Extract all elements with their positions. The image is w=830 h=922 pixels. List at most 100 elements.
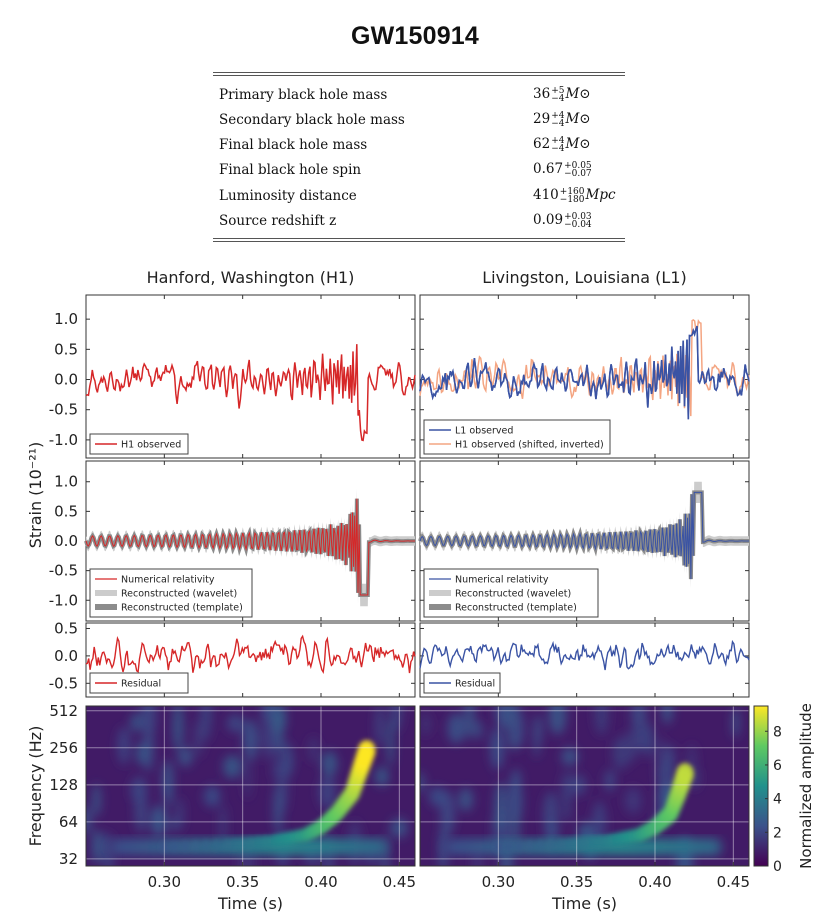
noise-blob: [458, 787, 474, 812]
legend-label: Reconstructed (wavelet): [121, 589, 237, 600]
noise-blob: [143, 725, 154, 772]
y-tick-label: 0.5: [54, 340, 78, 358]
table-top-rule: [213, 72, 625, 73]
x-tick-label: 0.40: [304, 873, 337, 891]
y-tick-label: 0.0: [54, 532, 78, 550]
frequency-axis-label: Frequency (Hz): [26, 726, 45, 847]
track-blob: [535, 839, 545, 851]
chirp-track: [160, 740, 376, 852]
page-title: GW150914: [350, 22, 480, 50]
legend: Numerical relativity Reconstructed (wavel…: [89, 568, 253, 618]
parameter-row: Source redshift z 0.09 +0.03 −0.04: [219, 210, 619, 234]
noise-blob: [223, 755, 242, 779]
legend-label: Numerical relativity: [121, 575, 215, 586]
track-blob: [222, 838, 232, 850]
spectrogram: [86, 706, 415, 866]
noise-blob: [533, 714, 540, 759]
track-blob: [504, 841, 513, 852]
panel-frame: [419, 705, 750, 867]
noise-blob: [642, 722, 655, 759]
noise-blob: [624, 787, 642, 814]
noise-blob: [261, 716, 277, 761]
parameters-table: Primary black hole mass 36 +5 −4 M⊙ Secondary…: [213, 72, 625, 247]
noise-blob: [561, 747, 579, 766]
track-blob: [594, 834, 606, 848]
colorbar-tick-label: 4: [773, 792, 782, 808]
gw-figure: Hanford, Washington (H1) Livingston, Loui…: [26, 268, 815, 913]
noise-blob: [271, 706, 287, 734]
parameter-row: Primary black hole mass 36 +5 −4 M⊙: [219, 84, 619, 108]
noise-blob: [490, 726, 505, 770]
noise-blob: [664, 744, 675, 773]
legend: Residual: [423, 672, 501, 694]
noise-blob: [511, 810, 520, 847]
track-blob: [579, 836, 590, 849]
legend-label: Reconstructed (wavelet): [455, 589, 571, 600]
y-tick-label: 0.0: [54, 371, 78, 389]
noise-blob: [162, 760, 174, 802]
colorbar-tick-label: 6: [773, 758, 782, 774]
noise-blob: [226, 714, 245, 733]
band-blob: [706, 837, 723, 856]
parameter-value: 62 +4 −4 M⊙: [533, 135, 591, 154]
track-blob: [571, 837, 582, 850]
legend-label: Reconstructed (template): [455, 603, 577, 614]
track-blob: [212, 839, 222, 851]
noise-blob: [86, 806, 92, 835]
noise-blob: [92, 783, 101, 817]
legend: Numerical relativity Reconstructed (wavel…: [423, 568, 599, 618]
noise-blob: [242, 719, 259, 762]
parameter-label: Secondary black hole mass: [219, 112, 405, 128]
parameter-value: 0.67 +0.05 −0.07: [533, 160, 592, 179]
legend-label: Residual: [121, 679, 161, 690]
x-tick-label: 0.35: [560, 873, 593, 891]
noise-blob: [428, 786, 446, 807]
track-blob: [494, 842, 503, 852]
y-tick-label: 512: [49, 702, 78, 720]
noise-blob: [272, 758, 286, 782]
track-blob: [357, 740, 376, 762]
y-tick-label: -0.5: [49, 674, 78, 692]
track-blob: [676, 762, 694, 785]
noise-blob: [91, 829, 102, 865]
track-blob: [230, 838, 240, 850]
y-tick-label: -1.0: [49, 591, 78, 609]
parameter-value: 0.09 +0.03 −0.04: [533, 211, 592, 230]
x-tick-label: 0.45: [717, 873, 750, 891]
legend-label: Numerical relativity: [455, 575, 549, 586]
track-blob: [261, 835, 272, 848]
legend: L1 observed H1 observed (shifted, inverte…: [423, 419, 611, 455]
noise-blob: [102, 835, 110, 866]
noise-blob: [447, 712, 465, 744]
noise-blob: [630, 720, 639, 760]
legend-box: [423, 419, 611, 455]
noise-blob: [178, 747, 193, 767]
track-blob: [525, 840, 535, 851]
colorbar-tick-label: 0: [773, 859, 782, 875]
series-line: [85, 498, 415, 596]
y-tick-label: -1.0: [49, 431, 78, 449]
noise-blob: [321, 751, 338, 777]
colorbar-label: Normalized amplitude: [797, 703, 815, 869]
y-tick-label: -0.5: [49, 401, 78, 419]
parameter-row: Luminosity distance 410 +160 −180 Mpc: [219, 185, 619, 209]
track-blob: [253, 835, 264, 848]
y-tick-label: 1.0: [54, 473, 78, 491]
track-blob: [245, 836, 256, 849]
noise-blob: [548, 706, 567, 735]
y-tick-label: 32: [59, 850, 78, 868]
spectrogram: [420, 706, 749, 866]
track-blob: [237, 837, 248, 849]
noise-blob: [474, 720, 483, 740]
track-blob: [181, 841, 190, 852]
track-blob: [587, 835, 598, 849]
series-line: [419, 325, 750, 420]
noise-blob: [464, 706, 475, 740]
noise-blob: [511, 768, 521, 793]
noise-blob: [318, 775, 336, 810]
noise-blob: [387, 719, 394, 768]
legend-label: Reconstructed (template): [121, 603, 243, 614]
noise-blob: [309, 736, 318, 763]
noise-blob: [130, 712, 142, 733]
track-blob: [564, 837, 574, 850]
